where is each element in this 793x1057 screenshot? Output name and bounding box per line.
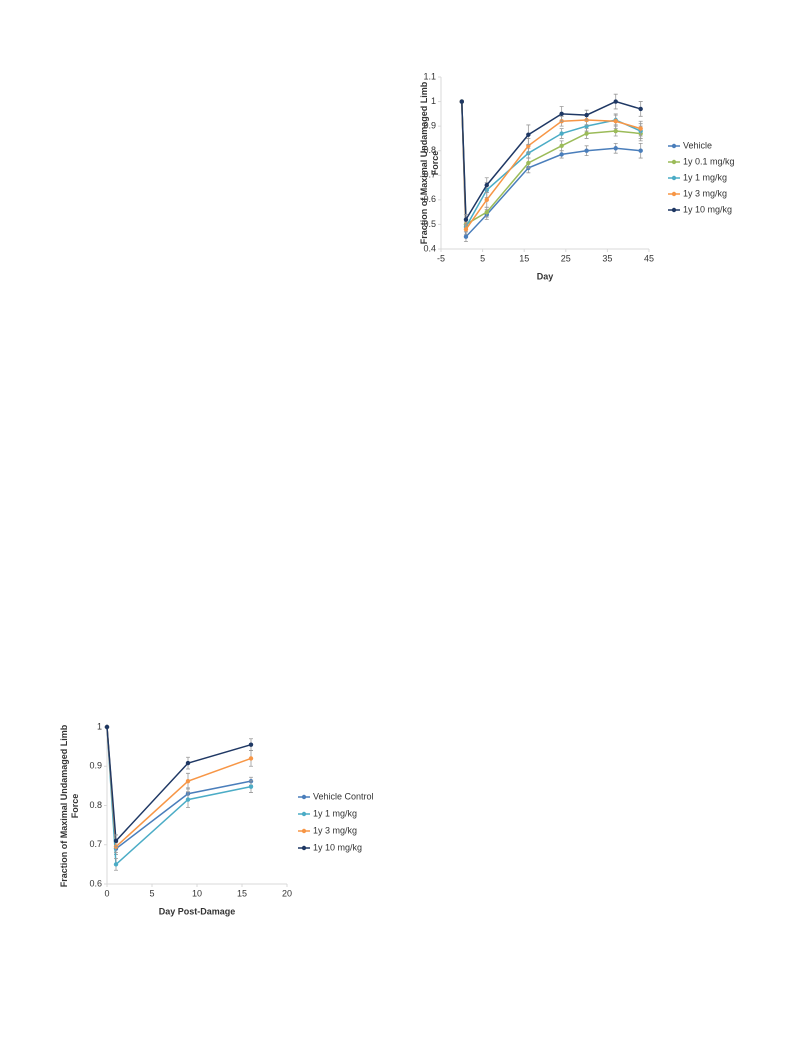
legend-marker <box>301 845 307 851</box>
x-tick-label: 0 <box>104 888 109 898</box>
series-line <box>461 101 641 232</box>
x-tick-label: -5 <box>437 253 445 263</box>
x-tick-label: 25 <box>561 253 571 263</box>
legend-label: 1y 3 mg/kg <box>683 188 727 198</box>
legend-marker <box>671 175 677 181</box>
y-tick-label: 1 <box>431 96 436 106</box>
y-tick-label: 0.6 <box>89 878 102 888</box>
data-point <box>113 862 119 867</box>
data-point <box>113 838 119 844</box>
series-line <box>106 726 252 849</box>
data-point <box>584 112 589 118</box>
x-axis-title: Day <box>537 271 554 281</box>
x-axis-title: Day Post-Damage <box>159 906 236 916</box>
data-point <box>559 131 564 136</box>
data-point <box>463 217 469 222</box>
data-point <box>638 106 643 112</box>
y-tick-label: 0.9 <box>89 761 102 771</box>
series-line <box>106 726 252 843</box>
data-point <box>638 126 643 131</box>
y-tick-label: 0.7 <box>89 839 102 849</box>
legend-marker <box>301 811 307 817</box>
data-point <box>613 99 618 104</box>
y-tick-label: 0.5 <box>423 219 436 229</box>
legend-label: 1y 10 mg/kg <box>313 842 362 852</box>
x-tick-label: 10 <box>192 888 202 898</box>
data-point <box>584 148 589 153</box>
data-point <box>104 724 110 730</box>
data-point <box>484 209 489 215</box>
legend-label: 1y 1 mg/kg <box>683 172 727 182</box>
data-point <box>484 197 489 203</box>
data-point <box>185 778 191 784</box>
series-line <box>461 101 641 226</box>
x-tick-label: 15 <box>237 888 247 898</box>
data-point <box>526 132 531 137</box>
data-point <box>526 160 531 166</box>
legend-marker <box>671 207 677 213</box>
data-point <box>638 148 643 153</box>
legend-label: 1y 10 mg/kg <box>683 204 732 214</box>
legend-marker <box>301 828 307 834</box>
data-point <box>248 742 254 747</box>
legend-marker <box>671 191 677 197</box>
y-tick-label: 0.4 <box>423 243 436 253</box>
y-axis-title: Fraction of Maximal Undamaged Limb Force <box>59 724 80 887</box>
data-point <box>613 119 618 124</box>
data-point <box>248 784 254 789</box>
data-point <box>459 99 464 104</box>
x-tick-label: 20 <box>282 888 292 898</box>
x-tick-label: 15 <box>519 253 529 263</box>
legend-label: 1y 0.1 mg/kg <box>683 156 735 166</box>
x-tick-label: 5 <box>149 888 154 898</box>
legend-label: 1y 1 mg/kg <box>313 808 357 818</box>
x-tick-label: 5 <box>480 253 485 263</box>
data-point <box>484 182 489 188</box>
data-point <box>613 128 618 134</box>
series-line <box>461 101 641 239</box>
y-tick-label: 1 <box>97 721 102 731</box>
data-point <box>559 143 564 148</box>
data-point <box>559 111 564 117</box>
series-line <box>106 726 252 851</box>
y-tick-label: 0.7 <box>423 170 436 180</box>
data-point <box>463 227 469 232</box>
data-point <box>185 797 191 802</box>
data-point <box>559 152 564 157</box>
series-line <box>106 726 252 866</box>
x-tick-label: 45 <box>644 253 654 263</box>
y-tick-label: 1.1 <box>423 71 436 81</box>
legend-marker <box>671 143 677 149</box>
data-point <box>613 146 618 151</box>
data-point <box>463 234 469 239</box>
y-tick-label: 0.9 <box>423 121 436 131</box>
y-tick-label: 0.6 <box>423 194 436 204</box>
series-line <box>461 100 641 223</box>
y-axis-title: Fraction of Maximal Undamaged Limb Force <box>419 81 440 245</box>
x-tick-label: 35 <box>602 253 612 263</box>
legend-marker <box>301 794 307 800</box>
y-tick-label: 0.8 <box>423 145 436 155</box>
data-point <box>185 760 191 766</box>
legend-label: Vehicle <box>683 140 712 150</box>
legend-label: 1y 3 mg/kg <box>313 825 357 835</box>
y-tick-label: 0.8 <box>89 800 102 810</box>
legend-marker <box>671 159 677 165</box>
data-point <box>584 131 589 136</box>
data-point <box>248 756 254 761</box>
legend-label: Vehicle Control <box>313 791 374 801</box>
